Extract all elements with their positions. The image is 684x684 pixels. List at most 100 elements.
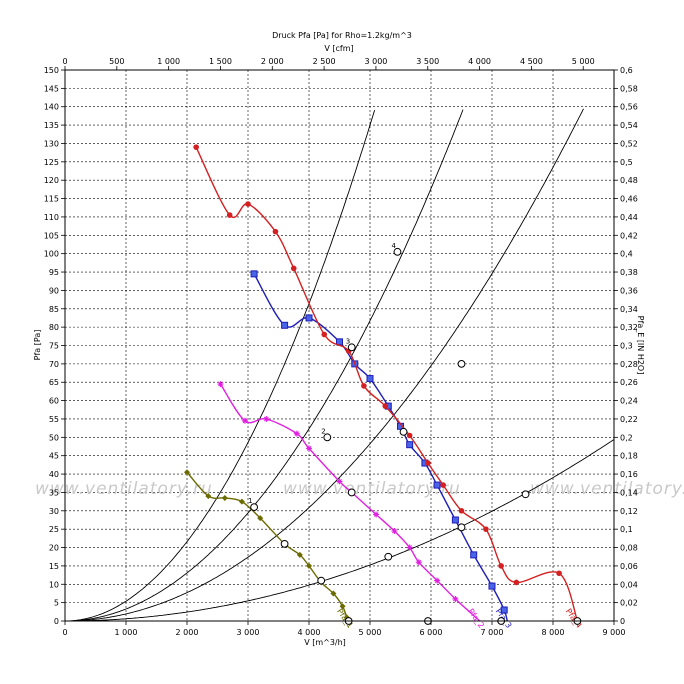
x-tick-label: 7 000	[481, 628, 504, 637]
data-point	[238, 498, 245, 505]
data-point	[245, 201, 251, 207]
data-point	[296, 551, 303, 558]
y2-tick-label: 0	[620, 617, 625, 626]
series-Pfa_2: Pfa_2	[217, 381, 486, 630]
y2-tick-label: 0,06	[620, 562, 638, 571]
operating-point	[457, 359, 466, 368]
data-point	[184, 469, 190, 476]
x2-tick-label: 0	[62, 57, 67, 66]
y-tick-label: 150	[44, 66, 59, 75]
x-tick-label: 1 000	[115, 628, 138, 637]
y2-tick-label: 0,52	[620, 139, 638, 148]
y-tick-label: 85	[49, 305, 59, 314]
y2-tick-label: 0,22	[620, 415, 638, 424]
watermark-layer: www.ventilatory.ru www.ventilatory.ru www.…	[35, 479, 684, 499]
operating-point-label: 3	[346, 337, 350, 345]
operating-point	[323, 433, 332, 442]
series-label: Pfa_1	[335, 607, 355, 630]
y2-tick-label: 0,3	[620, 342, 633, 351]
series-label: Pfa_4	[564, 607, 584, 630]
data-point	[500, 606, 508, 614]
y2-tick-label: 0,54	[620, 121, 638, 130]
x2-tick-label: 3 500	[416, 57, 439, 66]
chart-title: Druck Pfa [Pa] for Rho=1.2kg/m^3	[272, 31, 412, 40]
y2-axis-title: Pfa_E [IN H2O]	[636, 316, 645, 375]
data-point	[321, 331, 328, 338]
operating-point	[399, 427, 408, 436]
data-point	[415, 559, 422, 566]
y2-tick-label: 0,34	[620, 305, 638, 314]
system-curve-2	[65, 109, 464, 622]
y2-tick-label: 0,32	[620, 323, 638, 332]
x2-tick-label: 3 000	[364, 57, 387, 66]
y2-tick-label: 0,18	[620, 452, 638, 461]
y2-tick-label: 0,46	[620, 195, 638, 204]
data-point	[406, 441, 414, 449]
y2-tick-label: 0,6	[620, 66, 633, 75]
data-point	[257, 515, 264, 522]
data-point	[373, 511, 380, 518]
data-point	[339, 603, 346, 610]
x-tick-label: 2 000	[176, 628, 199, 637]
y2-tick-label: 0,24	[620, 397, 638, 406]
data-point	[366, 375, 374, 383]
operating-point-label: 2	[321, 427, 325, 435]
y2-tick-label: 0,26	[620, 378, 638, 387]
system-curve-1	[65, 109, 376, 622]
y-tick-label: 25	[49, 525, 59, 534]
data-point	[281, 321, 289, 329]
y2-tick-label: 0,5	[620, 158, 633, 167]
x-tick-label: 5 000	[359, 628, 382, 637]
y-tick-label: 70	[49, 360, 59, 369]
y-tick-label: 125	[44, 158, 59, 167]
operating-point	[521, 490, 530, 499]
data-point	[306, 562, 312, 569]
data-point	[513, 579, 520, 586]
data-point	[263, 415, 270, 422]
y-tick-label: 35	[49, 488, 59, 497]
data-point	[193, 144, 199, 150]
data-point	[272, 228, 279, 235]
y2-tick-label: 0,08	[620, 544, 638, 553]
x2-tick-label: 2 000	[261, 57, 284, 66]
system-curve-3	[65, 108, 584, 622]
series-Pfa_3: Pfa_3	[250, 270, 513, 630]
data-point	[361, 383, 367, 389]
data-point	[205, 493, 212, 500]
y-tick-label: 80	[49, 323, 59, 332]
x-tick-label: 3 000	[237, 628, 260, 637]
series-line	[219, 383, 481, 622]
y2-tick-label: 0,44	[620, 213, 638, 222]
y2-tick-label: 0,14	[620, 488, 638, 497]
y2-tick-label: 0,04	[620, 580, 638, 589]
data-point	[226, 212, 233, 218]
y-tick-label: 120	[44, 176, 59, 185]
y-tick-label: 75	[49, 342, 59, 351]
system-curve-4	[65, 439, 615, 622]
y-tick-label: 105	[44, 231, 59, 240]
operating-point	[347, 343, 356, 352]
y2-tick-label: 0,56	[620, 103, 638, 112]
y-tick-label: 50	[49, 433, 59, 442]
data-point	[336, 478, 343, 485]
data-point	[305, 314, 313, 322]
x-tick-label: 0	[62, 628, 67, 637]
data-point	[452, 595, 459, 602]
x2-tick-label: 500	[109, 57, 124, 66]
y-tick-label: 95	[49, 268, 59, 277]
operating-point-label: 4	[391, 242, 396, 250]
y2-tick-label: 0,02	[620, 599, 638, 608]
y-tick-label: 130	[44, 139, 59, 148]
data-point	[382, 403, 389, 409]
data-point	[330, 590, 337, 597]
y-tick-label: 5	[54, 599, 59, 608]
series-line	[195, 146, 579, 622]
y-tick-label: 60	[49, 397, 59, 406]
y-tick-label: 20	[49, 544, 59, 553]
operating-point	[280, 539, 289, 548]
data-point	[498, 563, 504, 569]
x-tick-label: 8 000	[542, 628, 565, 637]
y2-tick-label: 0,4	[620, 250, 633, 259]
y-tick-label: 145	[44, 84, 59, 93]
